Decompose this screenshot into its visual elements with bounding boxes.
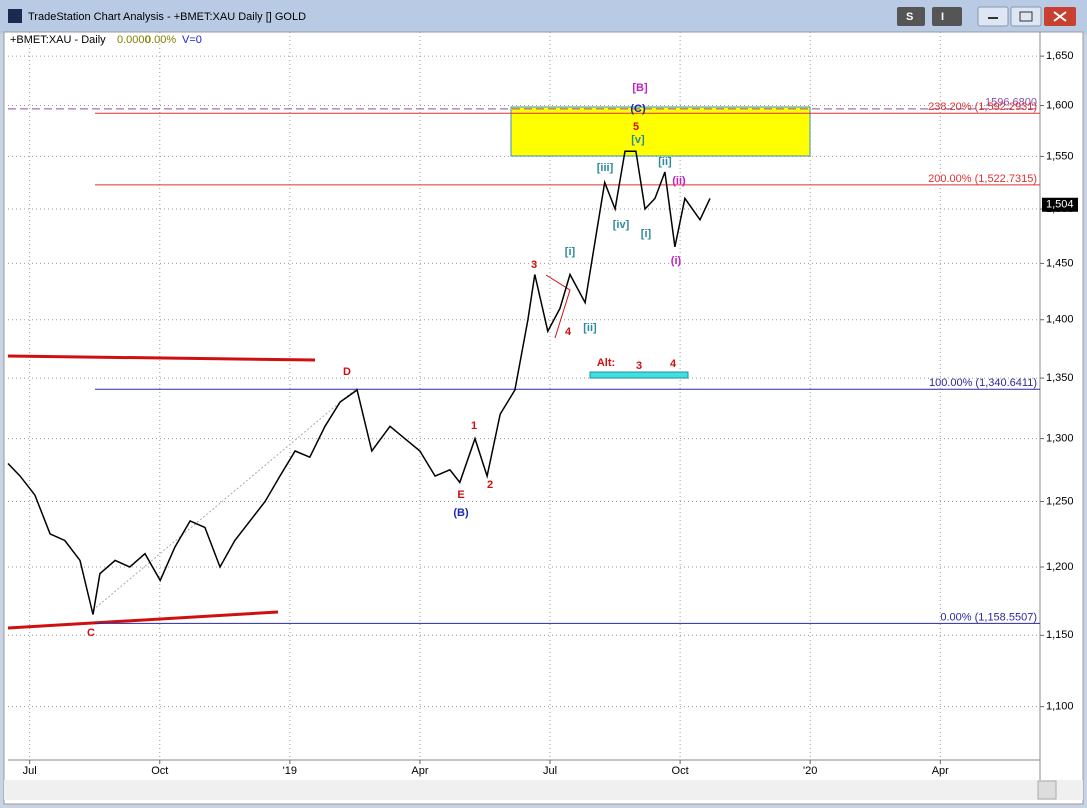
chart-window <box>3 31 1084 805</box>
x-tick-label: '20 <box>803 765 817 777</box>
wave-label: C <box>87 627 95 639</box>
wave-label: (B) <box>453 507 469 519</box>
wave-label: D <box>343 366 351 378</box>
wave-label: 4 <box>670 358 677 370</box>
wave-label: [iii] <box>597 162 614 174</box>
wave-label: [i] <box>565 246 576 258</box>
triangle <box>545 274 571 339</box>
y-tick-label: 1,450 <box>1046 257 1074 269</box>
y-tick-label: 1,600 <box>1046 99 1074 111</box>
level-label: 238.20% (1,592.2931) <box>928 101 1037 113</box>
change-label: 0.0000 <box>117 34 151 46</box>
target-zone <box>510 106 811 157</box>
wave-label: 4 <box>565 326 572 338</box>
wave-label: (ii) <box>672 175 686 187</box>
x-tick-label: Oct <box>151 765 168 777</box>
x-tick-label: Apr <box>932 765 949 777</box>
wave-label: [iv] <box>613 219 630 231</box>
level-label: 1596.6800 <box>985 97 1037 109</box>
y-tick-label: 1,650 <box>1046 50 1074 62</box>
minimize-icon <box>988 17 998 19</box>
y-tick-label: 1,400 <box>1046 314 1074 326</box>
scroll-thumb[interactable] <box>1037 780 1057 800</box>
level-label: 0.00% (1,158.5507) <box>940 611 1037 623</box>
y-tick-label: 1,100 <box>1046 701 1074 713</box>
close-icon <box>1053 11 1067 22</box>
i-button-label: I <box>941 11 944 23</box>
x-tick-label: Jul <box>23 765 37 777</box>
wave-label: 1 <box>471 420 477 432</box>
x-tick-label: Apr <box>411 765 428 777</box>
wave-label: [ii] <box>583 322 597 334</box>
last-price-box <box>1042 197 1078 212</box>
wave-label: 2 <box>487 479 493 491</box>
wave-label: 3 <box>636 360 642 372</box>
wave-label: (i) <box>671 255 682 267</box>
x-tick-label: Oct <box>672 765 689 777</box>
wave-label: [B] <box>632 82 648 94</box>
last-price-label: 1,504 <box>1046 199 1074 211</box>
level-label: 100.00% (1,340.6411) <box>929 377 1037 389</box>
change-pct-label: 0.00% <box>145 34 176 46</box>
volume-label: V=0 <box>182 34 202 46</box>
trend-line <box>7 610 279 630</box>
s-button-label: S <box>906 11 913 23</box>
maximize-button[interactable] <box>1010 6 1042 27</box>
maximize-icon <box>1019 11 1033 22</box>
wave-label: [v] <box>631 134 645 146</box>
s-button[interactable] <box>897 7 925 26</box>
y-tick-label: 1,550 <box>1046 150 1074 162</box>
level-label: 200.00% (1,522.7315) <box>928 173 1037 185</box>
y-tick-label: 1,200 <box>1046 561 1074 573</box>
y-tick-label: 1,350 <box>1046 372 1074 384</box>
minimize-button[interactable] <box>977 6 1009 27</box>
window-title: TradeStation Chart Analysis - +BMET:XAU … <box>28 11 306 23</box>
wave-label: [ii] <box>658 156 672 168</box>
wave-label: (C) <box>630 103 646 115</box>
y-tick-label: 1,150 <box>1046 629 1074 641</box>
app-icon <box>8 9 22 23</box>
wave-label: [i] <box>641 228 652 240</box>
wave-label: Alt: <box>597 357 615 369</box>
x-tick-label: Jul <box>543 765 557 777</box>
wave-label: 3 <box>531 259 537 271</box>
wave-label: E <box>457 489 464 501</box>
alt-zone <box>589 371 689 379</box>
i-button[interactable] <box>932 7 962 26</box>
y-tick-label: 1,250 <box>1046 495 1074 507</box>
y-tick-label: 1,300 <box>1046 433 1074 445</box>
trend-line <box>7 354 316 362</box>
symbol-label: +BMET:XAU - Daily <box>10 34 106 46</box>
scrollbar[interactable] <box>4 780 1083 800</box>
channel-line <box>92 387 358 611</box>
wave-label: 5 <box>633 121 639 133</box>
x-tick-label: '19 <box>283 765 297 777</box>
price-line <box>7 150 711 615</box>
